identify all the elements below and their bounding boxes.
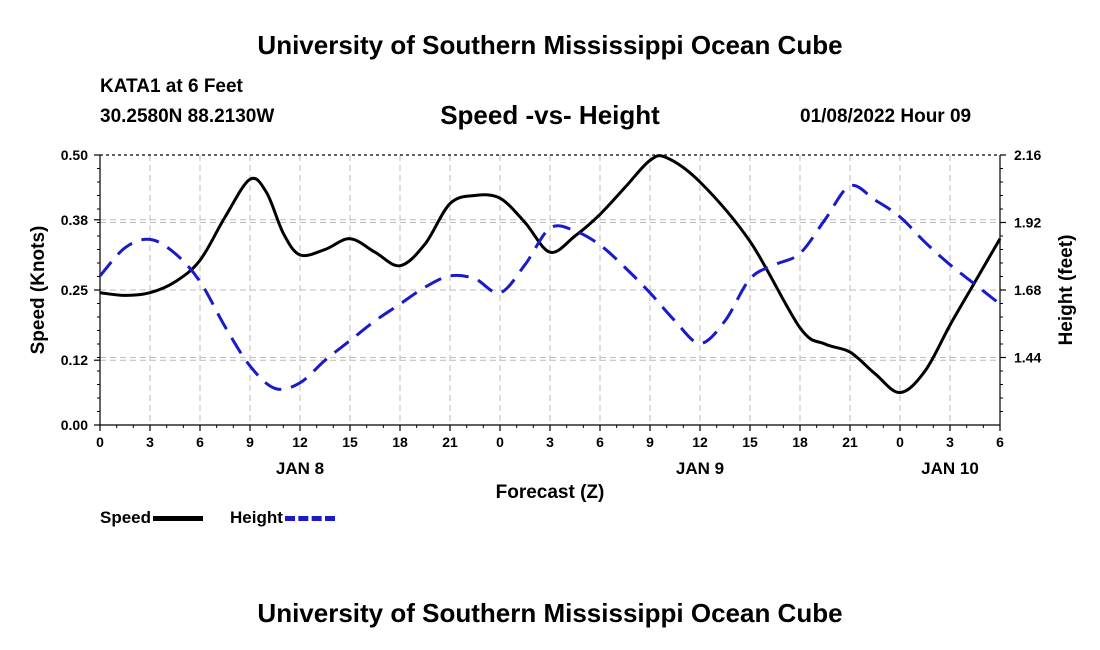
x-tick-label: 0 [896,434,904,450]
x-tick-label: 18 [392,434,408,450]
x-tick-label: 15 [342,434,358,450]
legend-swatch-speed [153,515,204,521]
x-tick-label: 6 [196,434,204,450]
y-tick-label-left: 0.25 [61,282,88,298]
series-line-speed [99,154,1002,395]
x-tick-label: 9 [246,434,254,450]
x-tick-label: 3 [146,434,154,450]
x-tick-label: 21 [442,434,458,450]
x-tick-label: 0 [496,434,504,450]
x-tick-label: 9 [646,434,654,450]
footer-title: University of Southern Mississippi Ocean… [257,598,843,628]
x-date-label: JAN 9 [676,459,724,478]
legend-swatch-height [284,515,335,521]
y-tick-label-left: 0.12 [61,352,88,368]
station-coordinates: 30.2580N 88.2130W [100,106,275,127]
y-tick-label-left: 0.50 [61,147,88,163]
x-tick-label: 3 [546,434,554,450]
y-tick-label-left: 0.38 [61,212,88,228]
x-tick-label: 21 [842,434,858,450]
chart-title: University of Southern Mississippi Ocean… [257,30,843,60]
x-axis-label: Forecast (Z) [495,482,605,503]
x-tick-label: 6 [996,434,1004,450]
y-tick-label-right: 1.44 [1014,350,1041,366]
x-tick-label: 3 [946,434,954,450]
x-tick-label: 0 [96,434,104,450]
x-tick-label: 6 [596,434,604,450]
x-date-label: JAN 10 [921,459,979,478]
y-axis-label-left: Speed (Knots) [28,226,49,355]
x-tick-label: 12 [692,434,708,450]
x-tick-label: 12 [292,434,308,450]
forecast-datestamp: 01/08/2022 Hour 09 [800,106,972,127]
y-tick-label-right: 1.68 [1014,282,1041,298]
legend-item-height: Height [230,508,335,528]
x-date-label: JAN 8 [276,459,324,478]
legend-label-speed: Speed [100,508,152,527]
y-axis-label-right: Height (feet) [1056,235,1077,346]
chart-subtitle: Speed -vs- Height [440,100,660,130]
station-label: KATA1 at 6 Feet [100,76,243,97]
y-tick-label-right: 2.16 [1014,147,1041,163]
y-tick-label-right: 1.92 [1014,215,1041,231]
y-tick-label-left: 0.00 [61,417,88,433]
x-tick-label: 15 [742,434,758,450]
x-tick-label: 18 [792,434,808,450]
series-line-height [98,183,1001,391]
legend-label-height: Height [230,508,283,527]
legend-item-speed: Speed [100,508,204,528]
